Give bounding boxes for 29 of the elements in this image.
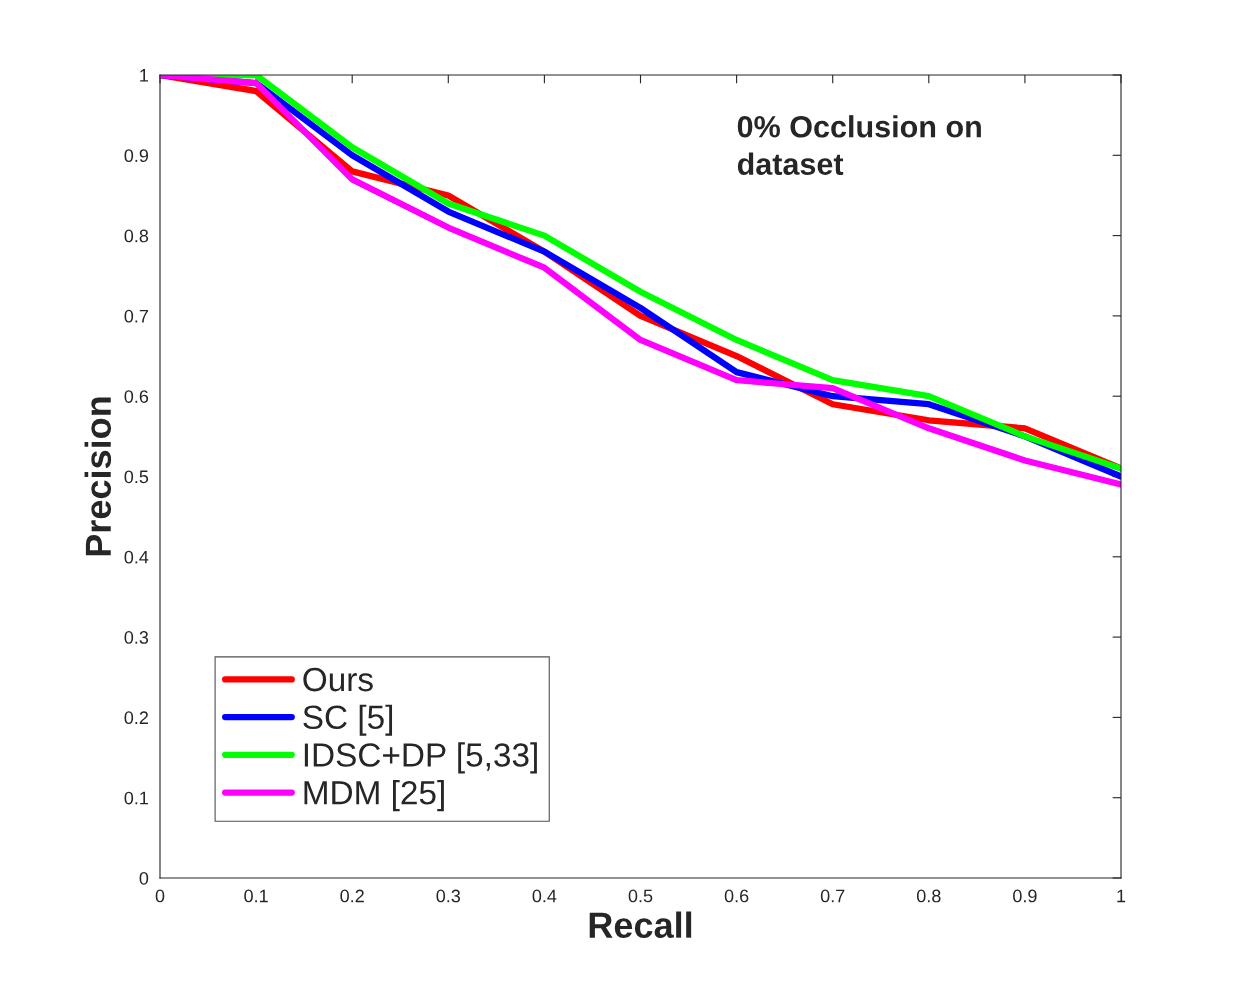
y-tick-label: 0.1 xyxy=(124,791,149,805)
y-tick-label: 0 xyxy=(139,871,149,885)
x-tick-label: 0.4 xyxy=(532,889,557,903)
x-tick-label: 0.6 xyxy=(724,889,749,903)
y-tick-label: 0.9 xyxy=(124,149,149,163)
y-tick-label: 0.7 xyxy=(124,309,148,323)
x-tick-label: 0.8 xyxy=(916,889,941,903)
x-tick-label: 0.7 xyxy=(820,889,845,903)
x-tick-label: 0.2 xyxy=(340,889,364,903)
x-tick-label: 0.9 xyxy=(1013,889,1037,903)
y-tick-label: 0.4 xyxy=(124,550,149,564)
x-tick-label: 0 xyxy=(155,889,165,903)
legend-label: Ours xyxy=(303,667,373,692)
y-tick-label: 0.3 xyxy=(124,631,149,644)
y-axis-title: Precision xyxy=(84,397,112,556)
x-axis-title: Recall xyxy=(589,911,692,939)
legend-label: IDSC+DP [5,33] xyxy=(304,742,537,774)
y-tick-label: 0.6 xyxy=(124,390,149,403)
y-tick-label: 1 xyxy=(140,69,149,82)
annotation: 0% Occlusion on dataset xyxy=(737,115,981,175)
legend-label: MDM [25] xyxy=(304,780,444,812)
y-tick-label: 0.2 xyxy=(124,711,148,725)
x-tick-label: 0.5 xyxy=(628,889,653,903)
y-tick-label: 0.8 xyxy=(124,229,149,243)
x-tick-label: 1 xyxy=(1117,889,1126,903)
legend-label: SC [5] xyxy=(303,704,393,736)
x-tick-label: 0.1 xyxy=(244,889,268,903)
x-tick-label: 0.3 xyxy=(436,889,461,903)
y-tick-label: 0.5 xyxy=(124,470,149,484)
